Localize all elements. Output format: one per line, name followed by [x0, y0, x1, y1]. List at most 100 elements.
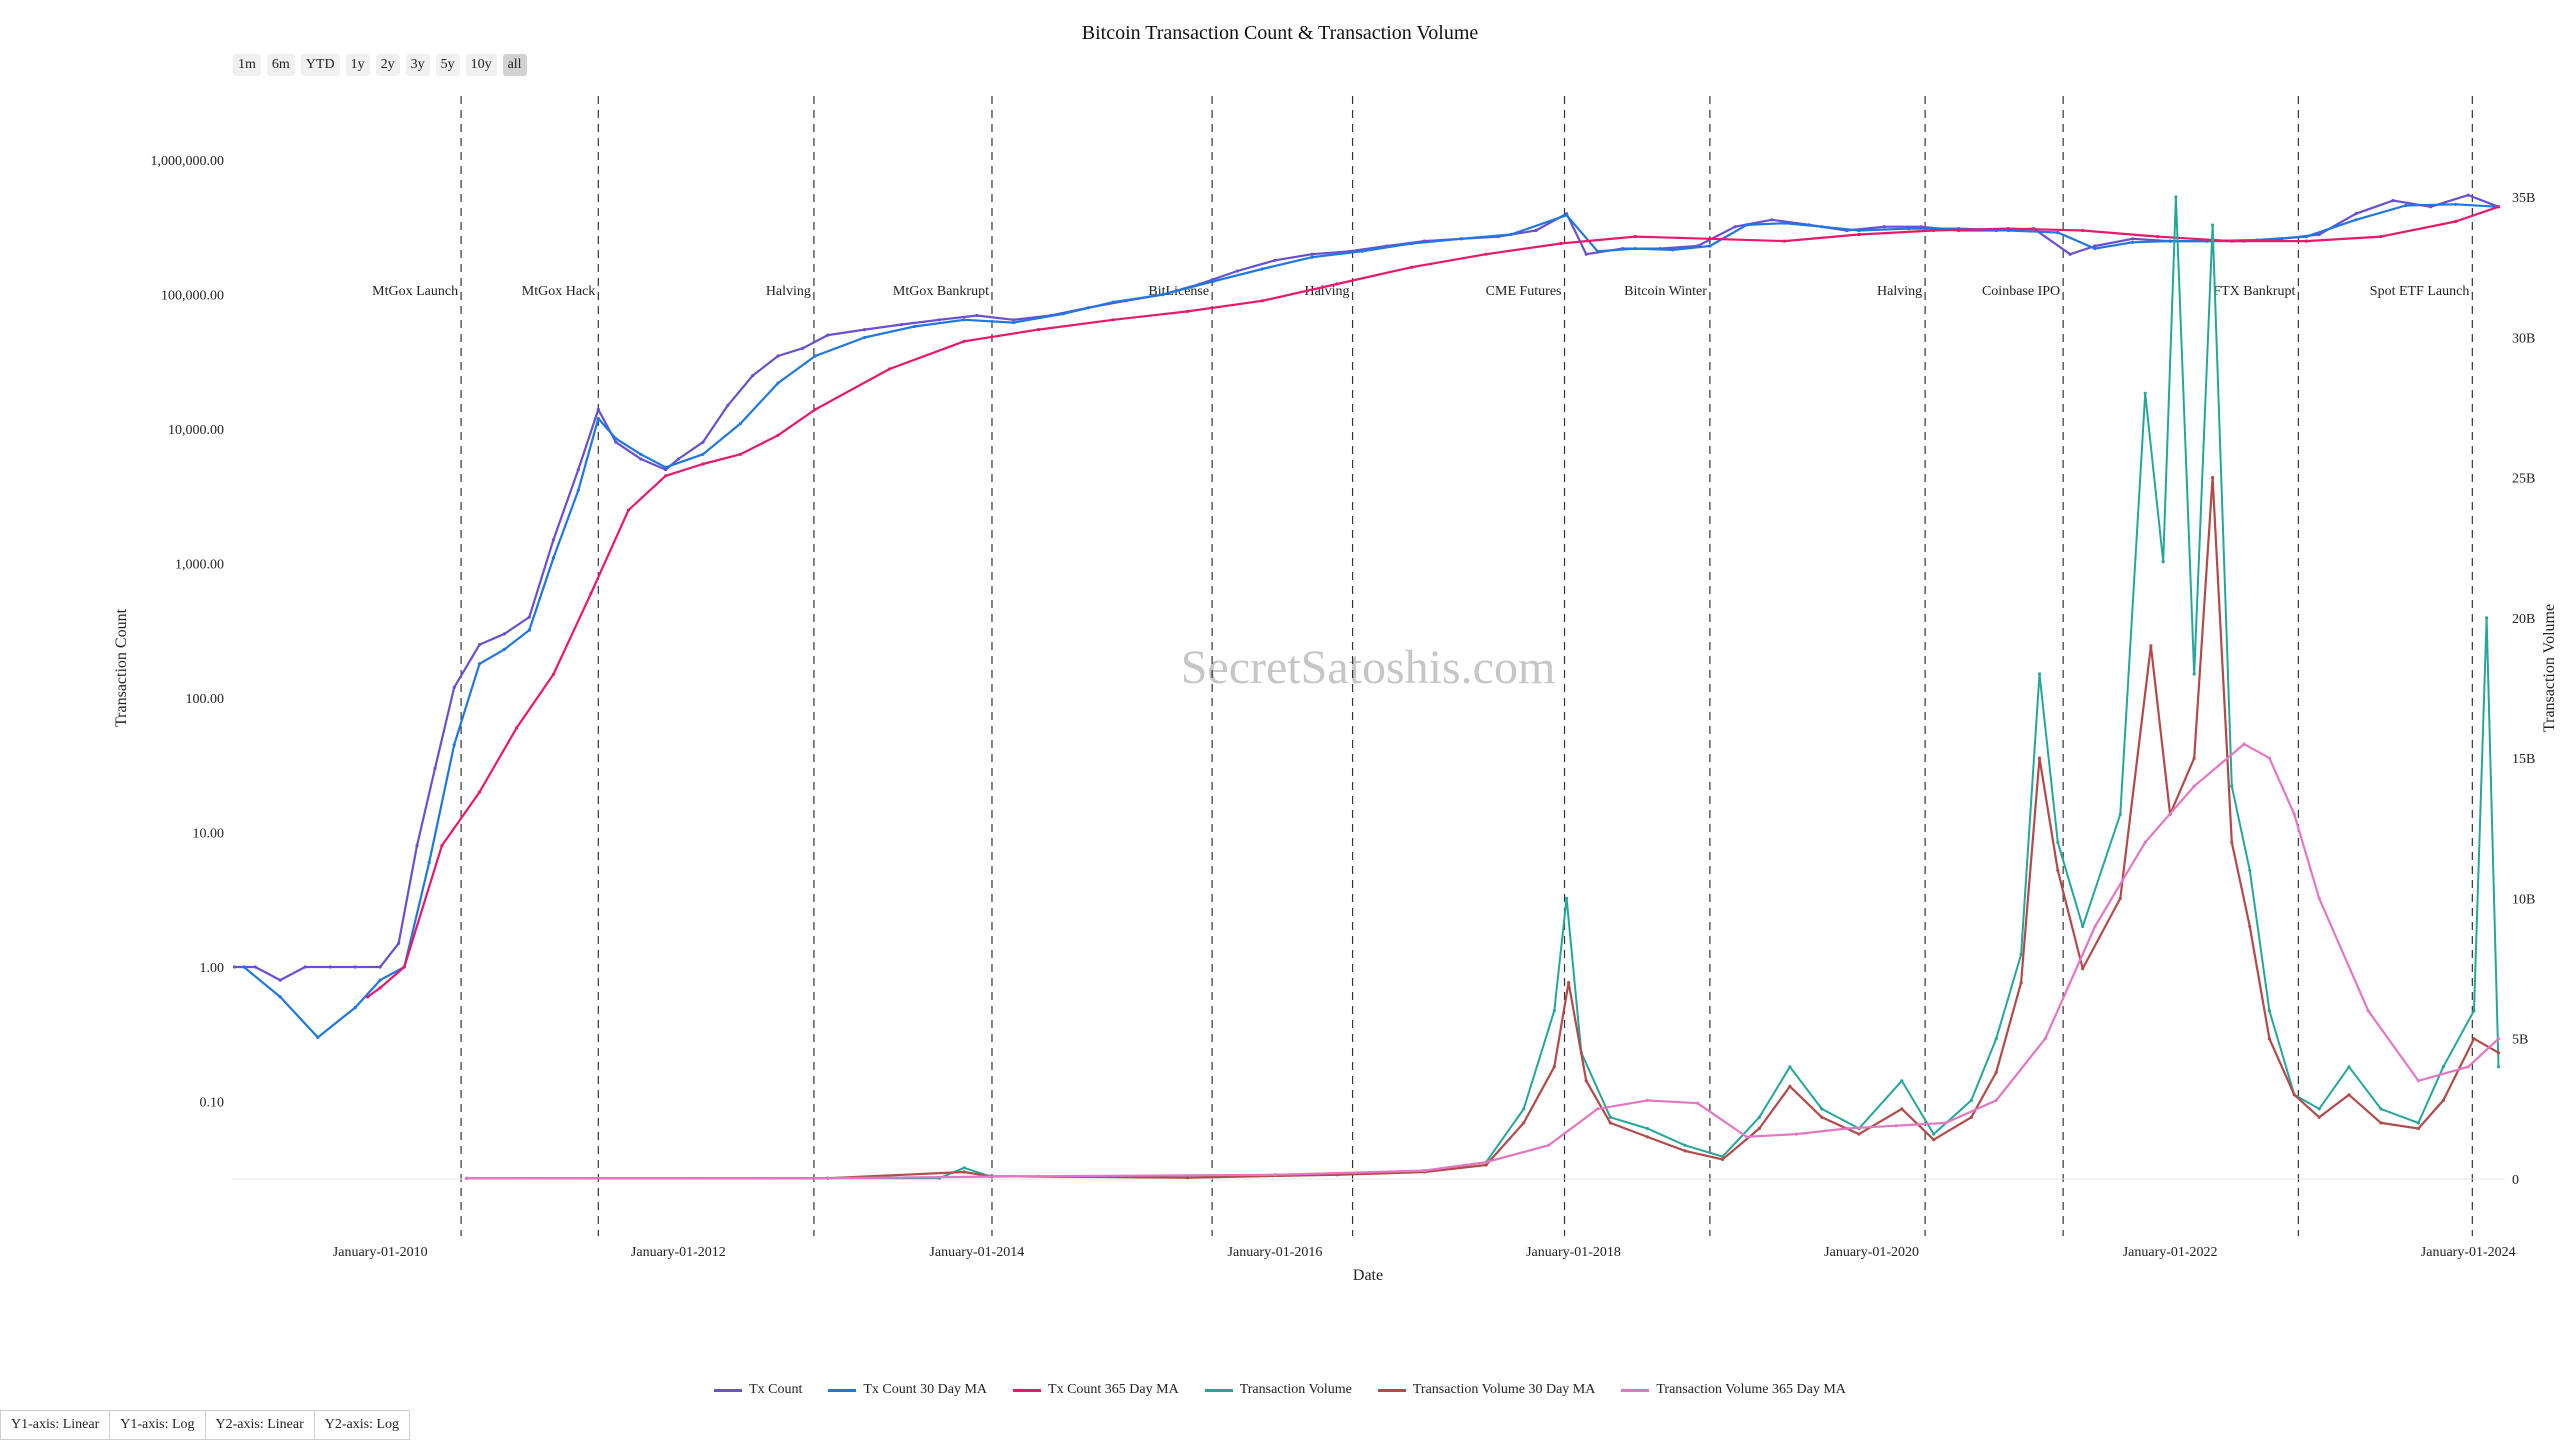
data-point	[2143, 840, 2147, 844]
data-point	[415, 844, 419, 848]
data-point	[353, 1005, 357, 1010]
data-point	[1932, 1132, 1936, 1136]
data-point	[1559, 241, 1563, 246]
data-point	[253, 965, 257, 969]
range-button-6m[interactable]: 6m	[266, 54, 295, 76]
legend-item[interactable]: Transaction Volume 30 Day MA	[1377, 1382, 1595, 1398]
range-button-1m[interactable]: 1m	[233, 54, 261, 76]
data-point	[2068, 252, 2072, 256]
data-point	[1584, 252, 1588, 256]
legend-swatch	[714, 1388, 743, 1392]
y-axis: 0.10 1.00 10.00 100.00 1,000.00 10,000.00 100,…	[151, 154, 225, 1110]
legend-item[interactable]: Transaction Volume	[1204, 1382, 1352, 1398]
data-point	[1944, 1121, 1948, 1125]
x-tick-label: January-01-2024	[2421, 1245, 2516, 1260]
axis-scale-button[interactable]: Y1-axis: Linear	[0, 1410, 111, 1440]
data-point	[278, 978, 282, 982]
data-point	[1932, 1138, 1936, 1142]
range-button-5y[interactable]: 5y	[435, 54, 460, 76]
legend-item[interactable]: Tx Count	[714, 1382, 802, 1398]
data-point	[701, 452, 705, 456]
data-point	[1919, 225, 1923, 229]
data-point	[477, 662, 482, 666]
data-point	[664, 468, 668, 472]
data-point	[2404, 203, 2408, 208]
data-point	[1733, 225, 1737, 229]
range-button-10y[interactable]: 10y	[465, 54, 497, 76]
data-point	[2267, 1037, 2271, 1041]
data-point	[664, 474, 668, 478]
legend-item[interactable]: Transaction Volume 365 Day MA	[1621, 1382, 1846, 1398]
data-point	[2248, 868, 2252, 873]
data-point	[2161, 560, 2165, 564]
data-point	[397, 941, 401, 946]
legend-item[interactable]: Tx Count 365 Day MA	[1013, 1382, 1179, 1398]
data-point	[1210, 280, 1215, 284]
data-point	[863, 335, 867, 340]
data-point	[303, 965, 307, 969]
data-point	[378, 978, 382, 982]
data-point	[2304, 239, 2309, 243]
data-point	[1894, 1124, 1898, 1128]
data-point	[1969, 1098, 1973, 1102]
data-point	[1857, 228, 1861, 233]
series-line-1	[243, 203, 2499, 1039]
data-point	[738, 452, 743, 456]
y-axis-title: Transaction Count	[113, 608, 130, 727]
data-point	[887, 367, 892, 371]
y-tick-label: 0.10	[200, 1096, 225, 1111]
legend-item[interactable]: Tx Count 30 Day MA	[828, 1382, 987, 1398]
range-button-all[interactable]: all	[502, 54, 527, 76]
data-point	[1547, 1143, 1551, 1147]
axis-scale-button[interactable]: Y2-axis: Log	[313, 1410, 411, 1440]
data-point	[2317, 896, 2321, 901]
data-point	[2093, 924, 2097, 929]
data-point	[477, 643, 482, 647]
range-button-1y[interactable]: 1y	[345, 54, 370, 76]
data-point	[1484, 252, 1488, 256]
data-point	[1584, 1079, 1588, 1083]
data-point	[2081, 228, 2085, 233]
data-point	[1900, 1107, 1904, 1111]
data-point	[1857, 232, 1861, 237]
data-point	[1820, 225, 1824, 229]
data-point	[2192, 672, 2196, 676]
data-point	[962, 339, 966, 343]
data-point	[1111, 300, 1115, 304]
data-point	[1708, 244, 1712, 248]
data-point	[427, 860, 431, 865]
data-point	[2267, 1009, 2271, 1013]
data-point	[515, 726, 519, 730]
data-point	[2441, 1065, 2445, 1069]
event-label: FTX Bankrupt	[2213, 284, 2295, 299]
data-point	[1509, 232, 1513, 237]
y-tick-label: 100.00	[186, 692, 225, 707]
range-button-3y[interactable]: 3y	[405, 54, 430, 76]
data-point	[1994, 1098, 1998, 1102]
range-button-2y[interactable]: 2y	[375, 54, 400, 76]
data-point	[1522, 1121, 1526, 1125]
data-point	[1745, 223, 1749, 227]
data-point	[2441, 1098, 2445, 1102]
y-tick-label: 100,000.00	[161, 289, 224, 304]
data-point	[2192, 756, 2196, 760]
range-button-ytd[interactable]: YTD	[300, 54, 340, 76]
data-point	[776, 354, 780, 358]
data-point	[900, 322, 904, 327]
data-point	[2118, 896, 2122, 901]
data-point	[527, 615, 531, 619]
axis-scale-button[interactable]: Y1-axis: Log	[109, 1410, 206, 1440]
data-point	[863, 328, 867, 332]
data-point	[962, 318, 966, 322]
data-point	[502, 647, 506, 652]
series-lines	[232, 193, 2501, 1180]
axis-scale-button[interactable]: Y2-axis: Linear	[204, 1410, 315, 1440]
data-point	[639, 457, 643, 461]
y2-tick-label: 35B	[2512, 191, 2535, 206]
y-tick-label: 1.00	[200, 961, 225, 976]
data-point	[1335, 282, 1339, 286]
data-point	[1534, 228, 1538, 233]
data-point	[1186, 309, 1190, 313]
data-point	[2496, 1065, 2501, 1069]
data-point	[975, 313, 979, 318]
